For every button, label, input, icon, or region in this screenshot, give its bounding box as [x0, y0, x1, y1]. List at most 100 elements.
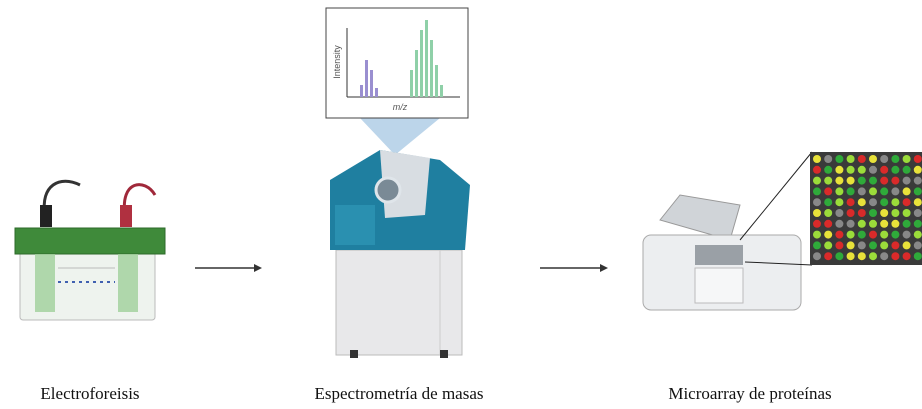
array-spot — [835, 252, 843, 260]
array-spot — [880, 231, 888, 239]
array-spot — [813, 231, 821, 239]
array-spot — [869, 155, 877, 163]
arrow — [540, 264, 608, 272]
array-spot — [891, 220, 899, 228]
array-spot — [903, 187, 911, 195]
array-spot — [914, 166, 922, 174]
array-spot — [847, 209, 855, 217]
diagram: Intensity m/z Electroforeisis Espectrome… — [0, 0, 922, 409]
array-spot — [914, 187, 922, 195]
array-spot — [903, 209, 911, 217]
array-spot — [835, 241, 843, 249]
array-spot — [847, 241, 855, 249]
array-spot — [903, 155, 911, 163]
array-spot — [858, 198, 866, 206]
array-spot — [835, 231, 843, 239]
array-spot — [824, 220, 832, 228]
array-spot — [847, 155, 855, 163]
array-spot — [858, 220, 866, 228]
array-spot — [824, 198, 832, 206]
array-spot — [880, 166, 888, 174]
microarray-icon — [643, 152, 922, 310]
array-spot — [813, 177, 821, 185]
array-spot — [880, 220, 888, 228]
array-spot — [835, 187, 843, 195]
array-spot — [847, 220, 855, 228]
array-spot — [891, 198, 899, 206]
array-spot — [869, 252, 877, 260]
array-spot — [903, 198, 911, 206]
array-spot — [824, 177, 832, 185]
mass-spectrometer-icon — [330, 150, 470, 358]
array-spot — [891, 209, 899, 217]
x-axis-label: m/z — [393, 102, 408, 112]
array-spot — [869, 231, 877, 239]
array-spot — [835, 198, 843, 206]
array-spot — [891, 155, 899, 163]
array-spot — [880, 155, 888, 163]
array-spot — [869, 220, 877, 228]
array-spot — [835, 177, 843, 185]
array-spot — [914, 231, 922, 239]
array-spot — [880, 187, 888, 195]
array-spot — [858, 177, 866, 185]
array-spot — [903, 166, 911, 174]
array-spot — [824, 231, 832, 239]
array-spot — [891, 241, 899, 249]
array-spot — [858, 209, 866, 217]
array-spot — [869, 166, 877, 174]
array-spot — [903, 231, 911, 239]
array-spot — [847, 231, 855, 239]
array-spot — [858, 187, 866, 195]
array-spot — [880, 241, 888, 249]
array-spot — [813, 166, 821, 174]
array-spot — [835, 166, 843, 174]
array-spot — [903, 252, 911, 260]
array-spot — [858, 166, 866, 174]
array-spot — [813, 252, 821, 260]
array-spot — [880, 209, 888, 217]
array-spot — [891, 252, 899, 260]
array-spot — [914, 198, 922, 206]
array-spot — [847, 177, 855, 185]
array-spot — [835, 209, 843, 217]
array-spot — [891, 177, 899, 185]
electrophoresis-icon — [15, 181, 165, 320]
array-spot — [858, 155, 866, 163]
array-spot — [847, 166, 855, 174]
array-spot — [869, 241, 877, 249]
array-spot — [813, 198, 821, 206]
array-spot — [847, 252, 855, 260]
array-spot — [835, 220, 843, 228]
array-spot — [914, 155, 922, 163]
array-spot — [824, 155, 832, 163]
array-spot — [858, 252, 866, 260]
step-label: Microarray de proteínas — [668, 384, 831, 403]
array-spot — [847, 198, 855, 206]
array-spot — [914, 177, 922, 185]
array-spot — [880, 252, 888, 260]
array-spot — [891, 231, 899, 239]
array-spot — [869, 187, 877, 195]
array-spot — [903, 241, 911, 249]
array-spot — [813, 187, 821, 195]
array-spot — [869, 177, 877, 185]
step-label: Espectrometría de masas — [315, 384, 484, 403]
array-spot — [824, 187, 832, 195]
array-spot — [880, 177, 888, 185]
array-spot — [914, 220, 922, 228]
array-spot — [891, 187, 899, 195]
array-spot — [847, 187, 855, 195]
spectrum-panel: Intensity m/z — [326, 8, 468, 155]
array-spot — [835, 155, 843, 163]
step-label: Electroforeisis — [40, 384, 139, 403]
array-spot — [824, 241, 832, 249]
array-spot — [880, 198, 888, 206]
array-spot — [813, 155, 821, 163]
array-spot — [914, 209, 922, 217]
array-spot — [869, 209, 877, 217]
array-spot — [858, 231, 866, 239]
array-spot — [858, 241, 866, 249]
array-spot — [914, 252, 922, 260]
array-spot — [813, 241, 821, 249]
